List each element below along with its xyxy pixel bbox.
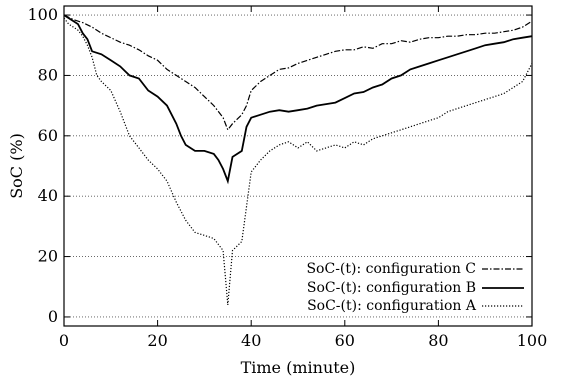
y-tick-label: 80 [38,65,58,84]
y-tick-label: 100 [27,5,58,24]
legend-label-configuration-c: SoC-(t): configuration C [306,261,476,277]
series-lines [63,14,533,305]
series-line-soc-t-configuration-a [63,17,533,305]
x-axis-title: Time (minute) [241,358,356,377]
y-tick-label: 0 [48,307,58,326]
legend-label-configuration-a: SoC-(t): configuration A [307,298,477,314]
x-tick-label: 40 [241,331,261,350]
x-tick-label: 20 [147,331,167,350]
legend-label-configuration-b: SoC-(t): configuration B [307,280,476,296]
grid-lines [64,14,532,318]
legend: SoC-(t): configuration C SoC-(t): config… [306,261,524,314]
series-line-soc-t-configuration-b [63,14,533,185]
x-tick-label: 80 [428,331,448,350]
tick-labels: 0 20 40 60 80 100 0 20 40 60 80 100 [27,5,547,350]
x-tick-label: 100 [517,331,548,350]
series-line-soc-t-configuration-c [63,14,533,132]
y-tick-label: 60 [38,126,58,145]
axis-ticks [63,6,533,326]
x-tick-label: 60 [335,331,355,350]
x-tick-label: 0 [59,331,69,350]
y-tick-label: 20 [38,247,58,266]
y-tick-label: 40 [38,186,58,205]
y-axis-title: SoC (%) [7,133,26,199]
plot-frame [63,5,533,327]
